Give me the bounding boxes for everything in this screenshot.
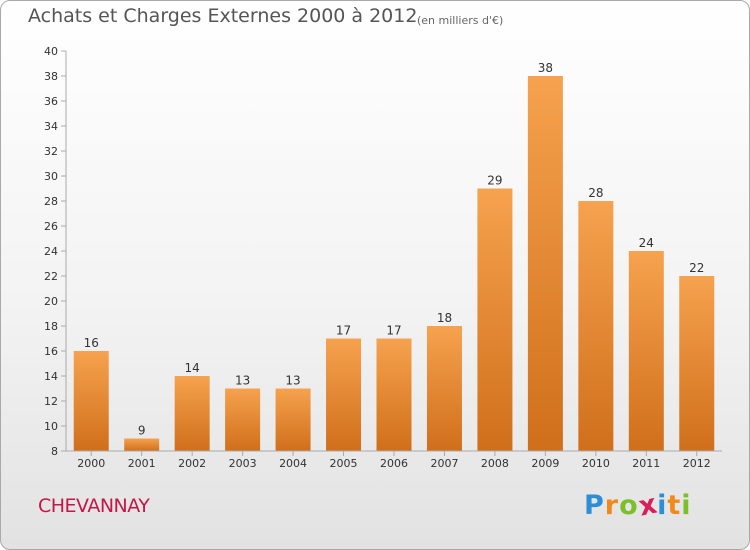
x-tick-label-2006: 2006 xyxy=(380,457,408,470)
y-tick-label-8: 8 xyxy=(51,445,58,458)
logo-letter: t xyxy=(667,490,682,521)
logo-letter: i xyxy=(681,490,692,521)
bar-2002 xyxy=(174,376,210,451)
y-tick-label-10: 10 xyxy=(44,420,58,433)
y-tick-label-38: 38 xyxy=(44,70,58,83)
x-tick-label-2001: 2001 xyxy=(128,457,156,470)
data-label-2011: 24 xyxy=(639,236,654,250)
data-label-2004: 13 xyxy=(285,374,300,388)
data-label-2005: 17 xyxy=(336,324,351,338)
x-tick-label-2000: 2000 xyxy=(77,457,105,470)
logo-letter: r xyxy=(604,490,620,521)
y-tick-label-26: 26 xyxy=(44,220,58,233)
y-tick-label-32: 32 xyxy=(44,145,58,158)
chart-subtitle: (en milliers d'€) xyxy=(417,14,504,27)
logo-letter: P xyxy=(584,490,605,521)
y-tick-label-24: 24 xyxy=(44,245,58,258)
data-label-2003: 13 xyxy=(235,374,250,388)
x-tick-label-2005: 2005 xyxy=(330,457,358,470)
y-tick-label-28: 28 xyxy=(44,195,58,208)
data-label-2002: 14 xyxy=(185,361,200,375)
logo-letter: o xyxy=(619,490,639,521)
y-tick-label-34: 34 xyxy=(44,120,58,133)
y-tick-label-20: 20 xyxy=(44,295,58,308)
data-label-2010: 28 xyxy=(588,186,603,200)
x-tick-label-2009: 2009 xyxy=(531,457,559,470)
x-tick-label-2008: 2008 xyxy=(481,457,509,470)
chart-title: Achats et Charges Externes 2000 à 2012 xyxy=(28,5,418,27)
bar-2006 xyxy=(376,338,412,451)
bar-2004 xyxy=(275,388,311,451)
x-tick-label-2010: 2010 xyxy=(582,457,610,470)
y-tick-label-40: 40 xyxy=(44,45,58,58)
data-label-2000: 16 xyxy=(84,336,99,350)
x-tick-label-2003: 2003 xyxy=(229,457,257,470)
bar-2001 xyxy=(124,438,160,451)
data-label-2006: 17 xyxy=(386,324,401,338)
data-label-2008: 29 xyxy=(487,174,502,188)
y-tick-label-16: 16 xyxy=(44,345,58,358)
logo-letter: i xyxy=(657,490,668,521)
axes-layer: 2000 2001 2002 2003 2004 2005 2006 2007 2008 2009… xyxy=(44,45,722,470)
x-tick-label-2011: 2011 xyxy=(632,457,660,470)
data-label-2012: 22 xyxy=(689,261,704,275)
data-label-2007: 18 xyxy=(437,311,452,325)
y-tick-label-14: 14 xyxy=(44,370,58,383)
x-tick-label-2002: 2002 xyxy=(178,457,206,470)
bar-2010 xyxy=(578,201,614,451)
bar-2009 xyxy=(527,76,563,451)
y-tick-label-18: 18 xyxy=(44,320,58,333)
bar-2003 xyxy=(225,388,261,451)
bar-2000 xyxy=(73,351,109,451)
bar-2011 xyxy=(628,251,664,451)
y-tick-label-22: 22 xyxy=(44,270,58,283)
bar-2007 xyxy=(426,326,462,451)
data-label-2009: 38 xyxy=(538,61,553,75)
data-label-2001: 9 xyxy=(138,424,146,438)
x-tick-label-2004: 2004 xyxy=(279,457,307,470)
y-tick-label-36: 36 xyxy=(44,95,58,108)
bars-layer: 16 9 14 13 13 17 17 18 29 38 28 24 22 xyxy=(73,61,715,451)
x-tick-label-2012: 2012 xyxy=(683,457,711,470)
bar-2005 xyxy=(326,338,362,451)
bar-2008 xyxy=(477,188,513,451)
x-tick-label-2007: 2007 xyxy=(430,457,458,470)
bar-2012 xyxy=(679,276,715,451)
y-tick-label-12: 12 xyxy=(44,395,58,408)
y-tick-label-30: 30 xyxy=(44,170,58,183)
location-name: CHEVANNAY xyxy=(38,495,150,517)
proxiti-logo: Proxiti xyxy=(584,488,692,522)
